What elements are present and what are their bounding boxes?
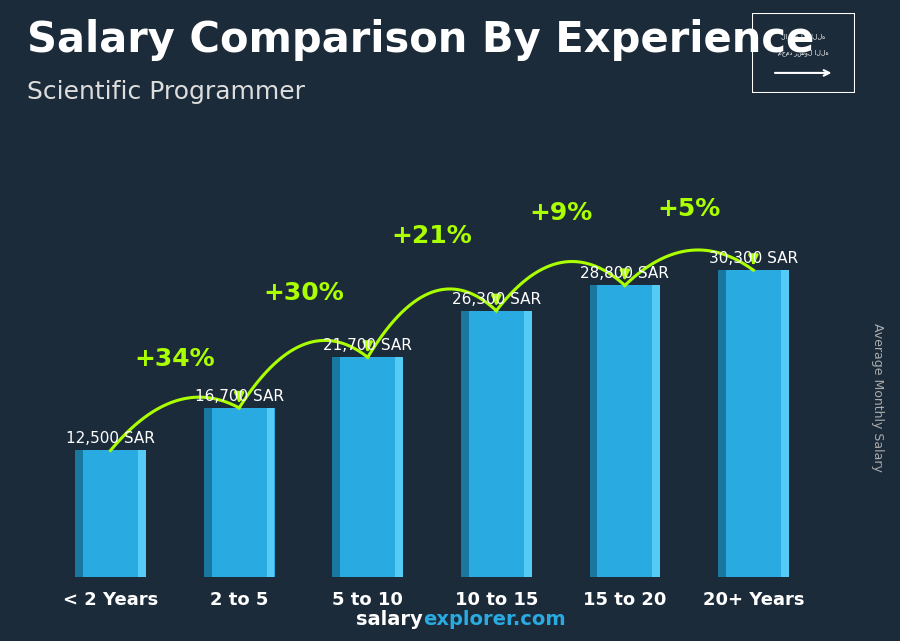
Text: 21,700 SAR: 21,700 SAR	[323, 338, 412, 353]
Text: 26,300 SAR: 26,300 SAR	[452, 292, 541, 306]
Bar	[718, 271, 788, 577]
Bar	[203, 408, 212, 577]
Text: 12,500 SAR: 12,500 SAR	[66, 431, 155, 446]
Text: Scientific Programmer: Scientific Programmer	[27, 80, 305, 104]
Bar	[524, 311, 532, 577]
Text: 28,800 SAR: 28,800 SAR	[580, 267, 670, 281]
Bar	[139, 451, 146, 577]
Text: +5%: +5%	[658, 197, 721, 221]
Bar	[590, 285, 598, 577]
Text: +21%: +21%	[392, 224, 472, 248]
Bar	[332, 357, 403, 577]
Text: Average Monthly Salary: Average Monthly Salary	[871, 323, 884, 472]
Bar	[76, 451, 83, 577]
Bar	[461, 311, 469, 577]
Bar	[718, 271, 725, 577]
Text: Salary Comparison By Experience: Salary Comparison By Experience	[27, 19, 814, 62]
Bar	[332, 357, 340, 577]
Bar	[266, 408, 274, 577]
Text: explorer.com: explorer.com	[423, 610, 565, 629]
Text: +30%: +30%	[263, 281, 344, 304]
Text: 30,300 SAR: 30,300 SAR	[709, 251, 798, 266]
Text: +9%: +9%	[529, 201, 592, 225]
Bar	[652, 285, 661, 577]
Bar	[203, 408, 274, 577]
Text: لا إله إلا الله: لا إله إلا الله	[781, 33, 825, 40]
Bar	[461, 311, 532, 577]
Bar	[590, 285, 661, 577]
Bar	[781, 271, 788, 577]
Text: 16,700 SAR: 16,700 SAR	[194, 389, 284, 404]
Bar	[395, 357, 403, 577]
Bar	[76, 451, 146, 577]
Text: محمد رسول الله: محمد رسول الله	[778, 49, 829, 56]
Text: salary: salary	[356, 610, 423, 629]
Text: +34%: +34%	[134, 347, 215, 371]
